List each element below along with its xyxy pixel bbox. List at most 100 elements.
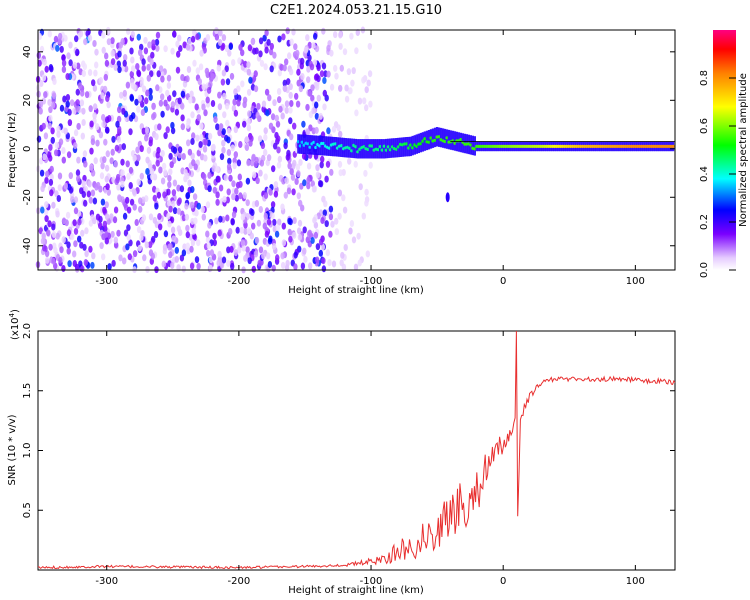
heatmap-noise-cell <box>42 244 47 252</box>
heatmap-noise-cell <box>176 184 181 192</box>
heatmap-noise-cell <box>160 177 166 185</box>
heatmap-noise-cell <box>83 259 89 266</box>
heatmap-noise-cell <box>216 259 221 267</box>
heatmap-noise-cell <box>106 101 111 109</box>
heatmap-noise-cell <box>356 232 361 240</box>
heatmap-noise-cell <box>293 43 298 51</box>
heatmap-noise-cell <box>210 73 215 80</box>
y-tick-label: 40 <box>22 45 33 58</box>
heatmap-noise-cell <box>168 152 173 160</box>
heatmap-noise-cell <box>111 259 116 267</box>
heatmap-noise-cell <box>275 120 281 128</box>
heatmap-noise-cell <box>117 66 122 74</box>
heatmap-noise-cell <box>240 49 245 57</box>
heatmap-noise-cell <box>200 206 205 213</box>
heatmap-noise-cell <box>88 245 93 253</box>
heatmap-noise-cell <box>222 195 227 203</box>
heatmap-noise-cell <box>154 221 160 229</box>
heatmap-noise-cell <box>107 263 112 271</box>
heatmap-noise-cell <box>281 33 286 41</box>
heatmap-noise-cell <box>298 158 303 166</box>
heatmap-noise-cell <box>321 62 327 70</box>
heatmap-noise-cell <box>190 111 195 119</box>
heatmap-noise-cell <box>368 161 373 169</box>
heatmap-noise-cell <box>61 147 66 154</box>
heatmap-noise-cell <box>90 138 96 146</box>
heatmap-noise-cell <box>49 165 54 173</box>
heatmap-noise-cell <box>277 69 282 77</box>
heatmap-signal-cell <box>449 130 453 150</box>
heatmap-noise-cell <box>75 105 80 112</box>
heatmap-noise-cell <box>165 89 170 97</box>
heatmap-noise-cell <box>168 205 173 213</box>
heatmap-noise-cell <box>104 201 109 209</box>
heatmap-noise-cell <box>273 181 279 189</box>
heatmap-noise-cell <box>106 38 112 46</box>
heatmap-noise-cell <box>47 122 52 130</box>
heatmap-noise-cell <box>245 177 251 185</box>
heatmap-signal-cell <box>431 128 435 148</box>
heatmap-noise-cell <box>140 109 146 116</box>
heatmap-noise-cell <box>101 114 106 121</box>
heatmap-noise-cell <box>266 154 272 162</box>
heatmap-noise-cell <box>167 243 172 251</box>
heatmap-noise-cell <box>98 77 104 84</box>
heatmap-noise-cell <box>90 189 96 197</box>
heatmap-signal-cell <box>433 127 437 148</box>
heatmap-noise-cell <box>289 38 294 46</box>
heatmap-noise-cell <box>145 89 150 97</box>
heatmap-noise-cell <box>36 51 41 59</box>
heatmap-noise-cell <box>230 262 235 270</box>
heatmap-signal-core <box>382 144 386 148</box>
snr-y-multiplier: (x104) <box>8 309 21 340</box>
heatmap-noise-cell <box>41 74 47 82</box>
heatmap-noise-cell <box>181 249 187 257</box>
heatmap-noise-cell <box>170 121 175 129</box>
heatmap-noise-cell <box>136 33 141 41</box>
heatmap-noise-cell <box>305 34 310 42</box>
heatmap-noise-cell <box>36 135 42 143</box>
heatmap-noise-cell <box>196 149 201 157</box>
heatmap-noise-cell <box>288 235 293 243</box>
heatmap-noise-cell <box>233 109 239 117</box>
heatmap-noise-cell <box>53 35 59 43</box>
heatmap-noise-cell <box>65 211 71 219</box>
heatmap-noise-cell <box>340 251 345 259</box>
heatmap-noise-cell <box>139 172 144 180</box>
heatmap-noise-cell <box>148 139 153 147</box>
heatmap-noise-cell <box>199 49 204 57</box>
heatmap-noise-cell <box>307 229 312 237</box>
heatmap-noise-cell <box>94 61 99 69</box>
heatmap-noise-cell <box>244 144 250 151</box>
heatmap-noise-cell <box>325 160 331 168</box>
heatmap-noise-cell <box>110 49 115 57</box>
heatmap-noise-cell <box>48 114 53 122</box>
heatmap-noise-cell <box>364 199 369 207</box>
heatmap-noise-cell <box>348 227 353 235</box>
heatmap-noise-cell <box>157 123 162 131</box>
heatmap-noise-cell <box>283 142 288 150</box>
heatmap-noise-cell <box>201 213 206 221</box>
heatmap-noise-cell <box>302 179 307 187</box>
heatmap-noise-cell <box>199 122 204 130</box>
heatmap-noise-cell <box>259 159 265 167</box>
heatmap-noise-cell <box>95 213 101 221</box>
heatmap-noise-cell <box>83 185 89 193</box>
heatmap-noise-cell <box>158 65 164 73</box>
heatmap-noise-cell <box>282 64 287 72</box>
heatmap-noise-cell <box>251 171 257 179</box>
heatmap-noise-cell <box>365 250 370 258</box>
heatmap-noise-cell <box>174 246 179 254</box>
heatmap-noise-cell <box>237 57 242 65</box>
heatmap-noise-cell <box>229 245 234 253</box>
heatmap-noise-cell <box>84 250 89 258</box>
heatmap-noise-cell <box>358 183 363 191</box>
heatmap-noise-cell <box>55 44 60 52</box>
heatmap-noise-cell <box>276 146 281 154</box>
heatmap-noise-cell <box>275 224 280 232</box>
heatmap-noise-cell <box>289 100 294 107</box>
heatmap-noise-cell <box>226 260 231 267</box>
heatmap-noise-cell <box>233 126 238 134</box>
heatmap-noise-cell <box>225 78 231 86</box>
heatmap-noise-cell <box>297 233 303 241</box>
